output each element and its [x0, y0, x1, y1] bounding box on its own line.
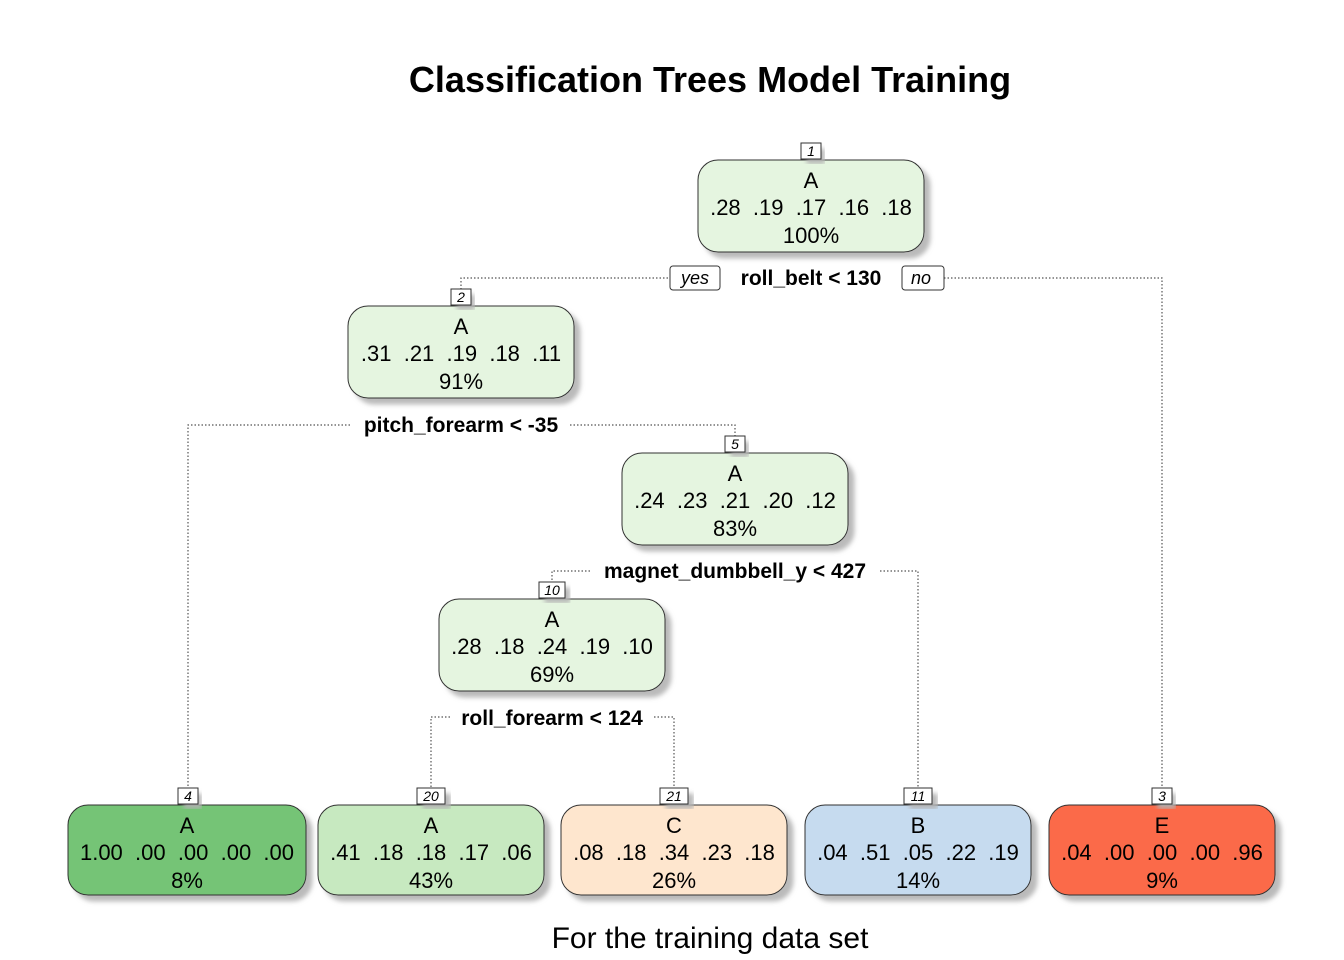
node-class: A	[424, 813, 439, 838]
split-label-2: pitch_forearm < -35	[364, 414, 559, 437]
node-class: A	[728, 461, 743, 486]
yes-label: yes	[679, 268, 709, 288]
node-percent: 69%	[530, 662, 574, 687]
node-box	[67, 804, 307, 896]
tree-edges	[187, 277, 1163, 788]
node-percent: 14%	[896, 868, 940, 893]
node-percent: 26%	[652, 868, 696, 893]
node-probs: .04 .51 .05 .22 .19	[817, 840, 1019, 865]
node-number-box	[538, 581, 566, 599]
node-probs: .41 .18 .18 .17 .06	[330, 840, 532, 865]
split-label-5: magnet_dumbbell_y < 427	[604, 560, 866, 583]
node-percent: 8%	[171, 868, 203, 893]
edge-5-10	[551, 570, 590, 583]
node-probs: 1.00 .00 .00 .00 .00	[80, 840, 294, 865]
node-number: 1	[807, 143, 815, 159]
node-number-box	[450, 288, 472, 306]
split-label-1: roll_belt < 130	[741, 267, 882, 290]
node-probs: .31 .21 .19 .18 .11	[361, 341, 561, 366]
node-number-box	[1151, 787, 1173, 805]
edge-2-4	[187, 424, 350, 788]
node-class: A	[454, 314, 469, 339]
node-probs: .24 .23 .21 .20 .12	[634, 488, 836, 513]
node-box	[347, 305, 575, 399]
node-class: A	[545, 607, 560, 632]
edge-10-21	[654, 716, 675, 788]
node-box	[560, 804, 788, 896]
node-percent: 9%	[1146, 868, 1178, 893]
tree-leaf-20: 20 A .41 .18 .18 .17 .06 43%	[317, 787, 545, 896]
tree-node-2: 2 A .31 .21 .19 .18 .11 91%	[347, 288, 575, 399]
node-number-box	[800, 142, 822, 160]
edge-2-5	[570, 424, 736, 437]
node-box	[438, 598, 666, 692]
node-number: 10	[544, 582, 560, 598]
node-box	[804, 804, 1032, 896]
node-probs: .28 .18 .24 .19 .10	[451, 634, 653, 659]
tree-leaf-21: 21 C .08 .18 .34 .23 .18 26%	[560, 787, 788, 896]
node-percent: 100%	[783, 223, 839, 248]
tree-node-10: 10 A .28 .18 .24 .19 .10 69%	[438, 581, 666, 692]
node-number: 21	[665, 788, 682, 804]
node-number-box	[177, 787, 199, 805]
node-box	[697, 159, 925, 253]
node-number-box	[416, 787, 446, 805]
node-number-box	[724, 435, 746, 453]
node-box	[317, 804, 545, 896]
node-number: 20	[422, 788, 439, 804]
node-percent: 91%	[439, 369, 483, 394]
node-class: A	[804, 168, 819, 193]
tree-node-1: 1 A .28 .19 .17 .16 .18 100%	[697, 142, 925, 253]
node-number-box	[903, 787, 933, 805]
edge-1-2	[460, 277, 668, 290]
node-class: E	[1155, 813, 1170, 838]
node-percent: 43%	[409, 868, 453, 893]
no-label: no	[911, 268, 931, 288]
node-probs: .28 .19 .17 .16 .18	[710, 195, 912, 220]
node-number: 3	[1158, 788, 1166, 804]
diagram-title: Classification Trees Model Training	[409, 59, 1011, 100]
node-class: A	[180, 813, 195, 838]
tree-leaf-11: 11 B .04 .51 .05 .22 .19 14%	[804, 787, 1032, 896]
node-number: 4	[184, 788, 192, 804]
node-probs: .08 .18 .34 .23 .18	[573, 840, 775, 865]
node-number: 2	[456, 289, 465, 305]
node-number: 5	[731, 436, 739, 452]
split-label-10: roll_forearm < 124	[461, 707, 643, 730]
diagram-subtitle: For the training data set	[552, 922, 870, 955]
tree-node-5: 5 A .24 .23 .21 .20 .12 83%	[621, 435, 849, 546]
node-number: 11	[911, 788, 926, 804]
tree-leaf-3: 3 E .04 .00 .00 .00 .96 9%	[1048, 787, 1276, 896]
edge-5-11	[880, 570, 919, 788]
split-root: yes roll_belt < 130 no	[669, 265, 945, 291]
node-class: B	[911, 813, 926, 838]
edge-1-3	[944, 277, 1163, 788]
node-box	[1048, 804, 1276, 896]
node-number-box	[659, 787, 689, 805]
node-probs: .04 .00 .00 .00 .96	[1061, 840, 1263, 865]
edge-10-20	[430, 716, 450, 788]
node-class: C	[666, 813, 682, 838]
tree-leaf-4: 4 A 1.00 .00 .00 .00 .00 8%	[67, 787, 307, 896]
yes-box	[669, 265, 721, 291]
no-box	[901, 265, 945, 291]
node-percent: 83%	[713, 516, 757, 541]
node-box	[621, 452, 849, 546]
